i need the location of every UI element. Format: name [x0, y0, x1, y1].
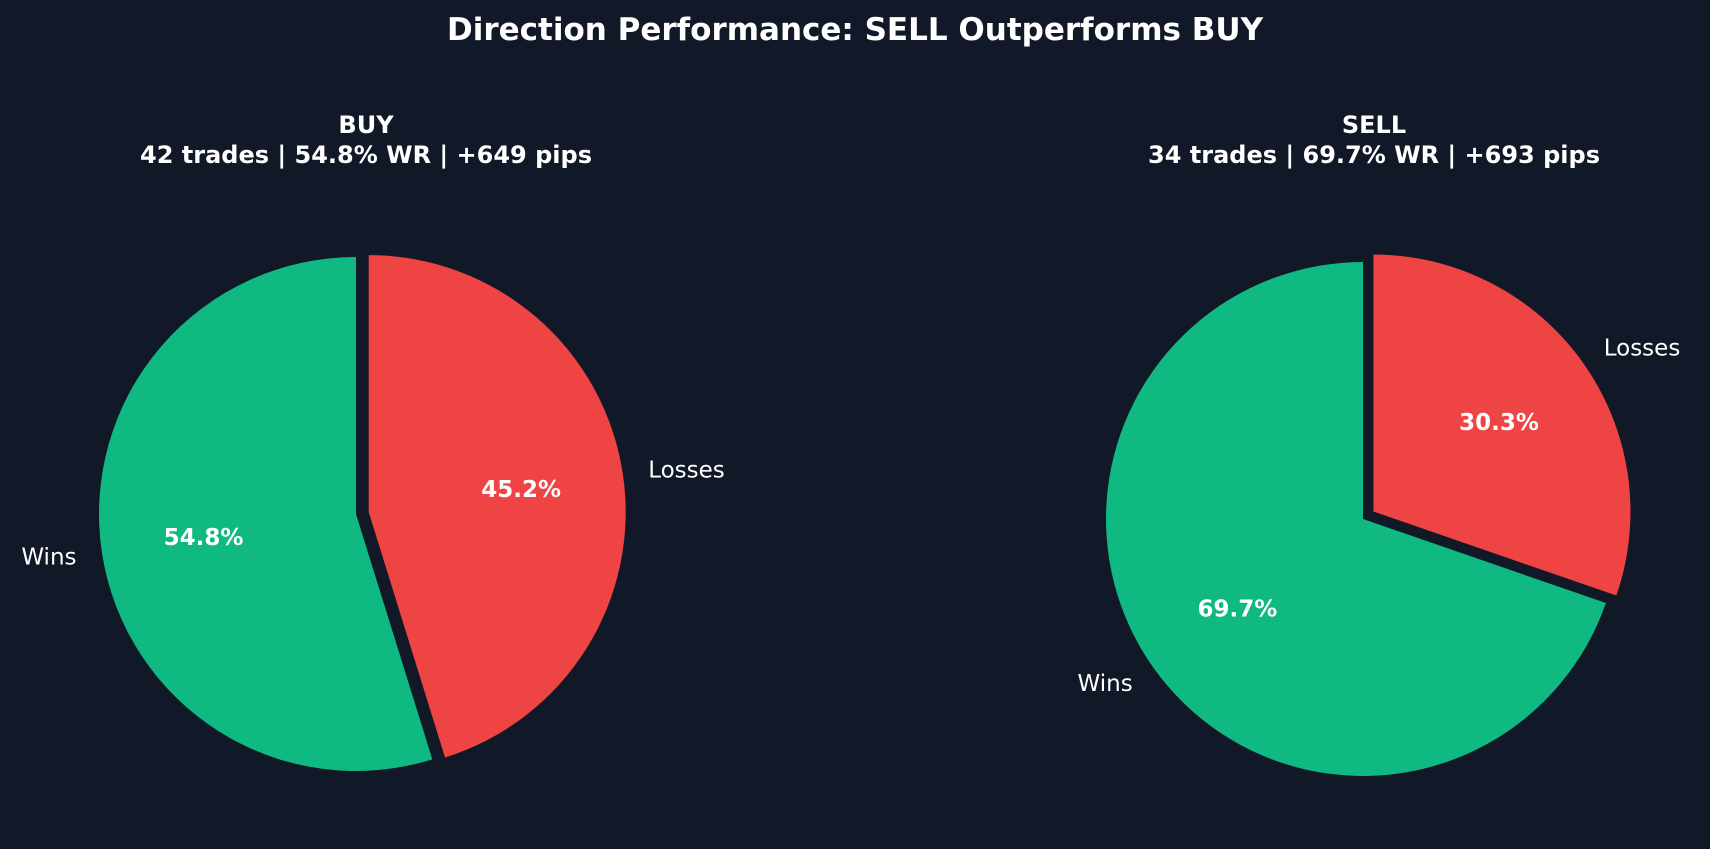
- buy-losses-label: Losses: [648, 458, 725, 484]
- buy-wins-percent-label: 54.8%: [164, 525, 244, 551]
- sell-chart-title: SELL: [1342, 111, 1406, 139]
- sell-chart-subtitle: 34 trades | 69.7% WR | +693 pips: [1148, 141, 1600, 169]
- sell-wins-slice: [1106, 262, 1606, 776]
- buy-chart-title: BUY: [338, 111, 394, 139]
- buy-wins-slice: [99, 257, 433, 772]
- buy-losses-slice: [368, 255, 626, 758]
- sell-wins-label: Wins: [1078, 671, 1133, 697]
- sell-losses-percent-label: 30.3%: [1459, 410, 1539, 436]
- buy-chart-subtitle: 42 trades | 54.8% WR | +649 pips: [140, 141, 592, 169]
- sell-losses-slice: [1373, 254, 1631, 596]
- sell-pie-chart: SELL 34 trades | 69.7% WR | +693 pips Wi…: [1078, 111, 1681, 776]
- buy-pie-marks: Wins 54.8% Losses 45.2%: [21, 255, 725, 772]
- buy-losses-percent-label: 45.2%: [481, 477, 561, 503]
- figure-title: Direction Performance: SELL Outperforms …: [447, 12, 1264, 48]
- sell-wins-percent-label: 69.7%: [1198, 596, 1278, 622]
- sell-pie-marks: Wins 69.7% Losses 30.3%: [1078, 254, 1681, 776]
- buy-wins-label: Wins: [21, 544, 76, 570]
- sell-losses-label: Losses: [1604, 336, 1681, 362]
- buy-pie-chart: BUY 42 trades | 54.8% WR | +649 pips Win…: [21, 111, 725, 772]
